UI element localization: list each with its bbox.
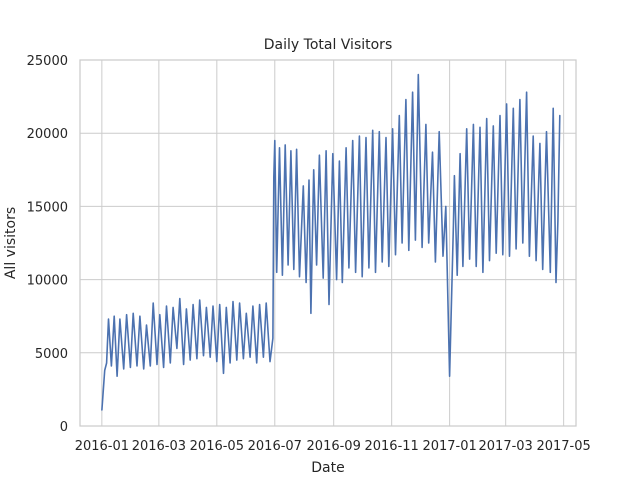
x-axis-title: Date	[311, 460, 344, 476]
y-tick-label: 25000	[27, 54, 68, 69]
series-line	[101, 73, 561, 411]
plot-frame	[79, 59, 577, 427]
x-tick-label: 2016-11	[364, 439, 418, 454]
y-tick-label: 0	[60, 420, 68, 435]
x-tick-label: 2016-09	[307, 439, 361, 454]
x-tick-label: 2016-03	[132, 439, 186, 454]
x-tick-label: 2017-03	[479, 439, 533, 454]
x-tick-label: 2017-01	[422, 439, 476, 454]
y-tick-label: 5000	[35, 347, 68, 362]
y-tick-label: 15000	[27, 200, 68, 215]
x-tick-label: 2016-01	[75, 439, 129, 454]
x-tick-labels: 2016-01 2016-03 2016-05 2016-07 2016-09 2016-…	[75, 439, 591, 454]
x-tick-label: 2016-05	[190, 439, 244, 454]
x-tick-label: 2017-05	[536, 439, 590, 454]
y-tick-label: 10000	[27, 274, 68, 289]
x-tick-label: 2016-07	[248, 439, 302, 454]
chart-title: Daily Total Visitors	[264, 37, 392, 53]
y-tick-labels: 0 5000 10000 15000 20000 25000	[27, 54, 68, 435]
y-tick-label: 20000	[27, 127, 68, 142]
y-axis-title: All visitors	[3, 207, 19, 279]
